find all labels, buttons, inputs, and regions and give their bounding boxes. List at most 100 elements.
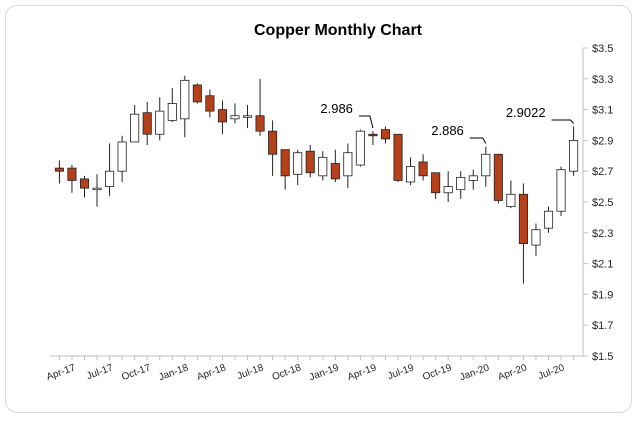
candle-body (280, 149, 290, 177)
price-annotation: 2.886 (431, 123, 487, 144)
x-tick-label: Jan-19 (308, 362, 341, 383)
candle (105, 143, 115, 196)
candle (531, 223, 541, 256)
candle (468, 169, 478, 190)
candle-body (406, 166, 416, 183)
candle (117, 135, 127, 182)
x-tick-label: Oct-18 (271, 362, 303, 383)
annotation-label: 2.986 (320, 101, 353, 116)
annotation-leader-line (551, 119, 574, 124)
candle-body (556, 169, 566, 212)
candle-body (418, 161, 428, 177)
candle-body (54, 167, 64, 172)
x-tick-label: Jul-19 (386, 362, 416, 382)
candle-body (167, 103, 177, 121)
candle-body (543, 210, 554, 229)
candle (556, 166, 566, 216)
candle (456, 171, 466, 199)
candle-body (330, 163, 340, 180)
candle (305, 145, 315, 178)
candle-body (105, 170, 115, 187)
y-tick-label: $3.5 (592, 43, 613, 55)
candle (543, 206, 554, 233)
candle-body (569, 139, 579, 172)
y-tick-label: $2.1 (592, 259, 613, 271)
candle-body (493, 153, 503, 201)
candle-body (506, 193, 516, 208)
candle-body (242, 115, 253, 118)
candle (54, 160, 64, 184)
candle (418, 154, 428, 181)
candle (368, 131, 378, 146)
candle (493, 153, 503, 204)
candle (79, 175, 90, 198)
candle (242, 104, 253, 129)
candle (506, 180, 516, 209)
x-tick-label: Oct-19 (421, 362, 453, 383)
candle-body (155, 110, 165, 135)
candle (205, 89, 215, 118)
x-tick-label: Jul-20 (537, 362, 567, 382)
candle-body (192, 84, 202, 103)
annotation-leader-line (358, 115, 374, 129)
price-annotation: 2.986 (320, 101, 374, 129)
candle-body (305, 150, 315, 174)
x-tick-label: Apr-20 (496, 362, 528, 383)
y-tick-label: $2.5 (592, 197, 613, 209)
chart-title: Copper Monthly Chart (254, 22, 423, 39)
y-tick-label: $3.3 (592, 74, 613, 86)
candle-body (431, 172, 441, 194)
candle-body (92, 187, 102, 191)
y-tick-label: $2.3 (592, 228, 613, 240)
x-tick-label: Apr-18 (195, 362, 227, 383)
candle (217, 100, 227, 135)
candle (343, 143, 353, 189)
candle-body (456, 176, 466, 191)
candle (518, 183, 528, 284)
candle (293, 149, 303, 186)
y-tick-label: $2.9 (592, 135, 613, 147)
candle (393, 133, 403, 182)
candle (355, 129, 365, 167)
candle (380, 126, 391, 144)
candle-body (443, 186, 453, 194)
candle (443, 171, 453, 202)
x-tick-label: Oct-17 (120, 362, 152, 383)
candle-body (142, 112, 152, 135)
candle (155, 97, 165, 141)
candle (92, 174, 102, 207)
candle-body (318, 156, 328, 177)
candle (255, 78, 265, 136)
candle-body (393, 133, 403, 181)
candle-body (355, 130, 365, 166)
candle-body (117, 141, 127, 172)
x-tick-label: Apr-17 (45, 362, 77, 383)
y-tick-label: $1.7 (592, 320, 613, 332)
y-tick-label: $2.7 (592, 166, 613, 178)
candle (130, 104, 140, 143)
candle-body (531, 229, 541, 246)
x-tick-label: Jul-17 (85, 362, 115, 382)
candle (192, 83, 202, 104)
candle-body (268, 130, 278, 155)
candle (180, 75, 190, 138)
y-tick-label: $3.1 (592, 105, 613, 117)
annotation-label: 2.9022 (506, 105, 546, 120)
x-tick-label: Jan-18 (157, 362, 190, 383)
price-annotation: 2.9022 (506, 105, 574, 124)
x-tick-label: Jan-20 (458, 362, 491, 383)
candle-body (217, 109, 227, 123)
candle-body (205, 95, 215, 112)
candle-body (481, 153, 491, 177)
annotation-leader-line (469, 137, 487, 144)
candle-body (380, 129, 391, 140)
y-tick-label: $1.9 (592, 289, 613, 301)
candle-body (468, 175, 478, 181)
candle (280, 149, 290, 190)
y-tick-label: $1.5 (592, 351, 613, 363)
candle (330, 149, 340, 182)
candle-body (79, 178, 90, 189)
candle (67, 165, 77, 193)
x-tick-label: Jul-18 (236, 362, 266, 382)
